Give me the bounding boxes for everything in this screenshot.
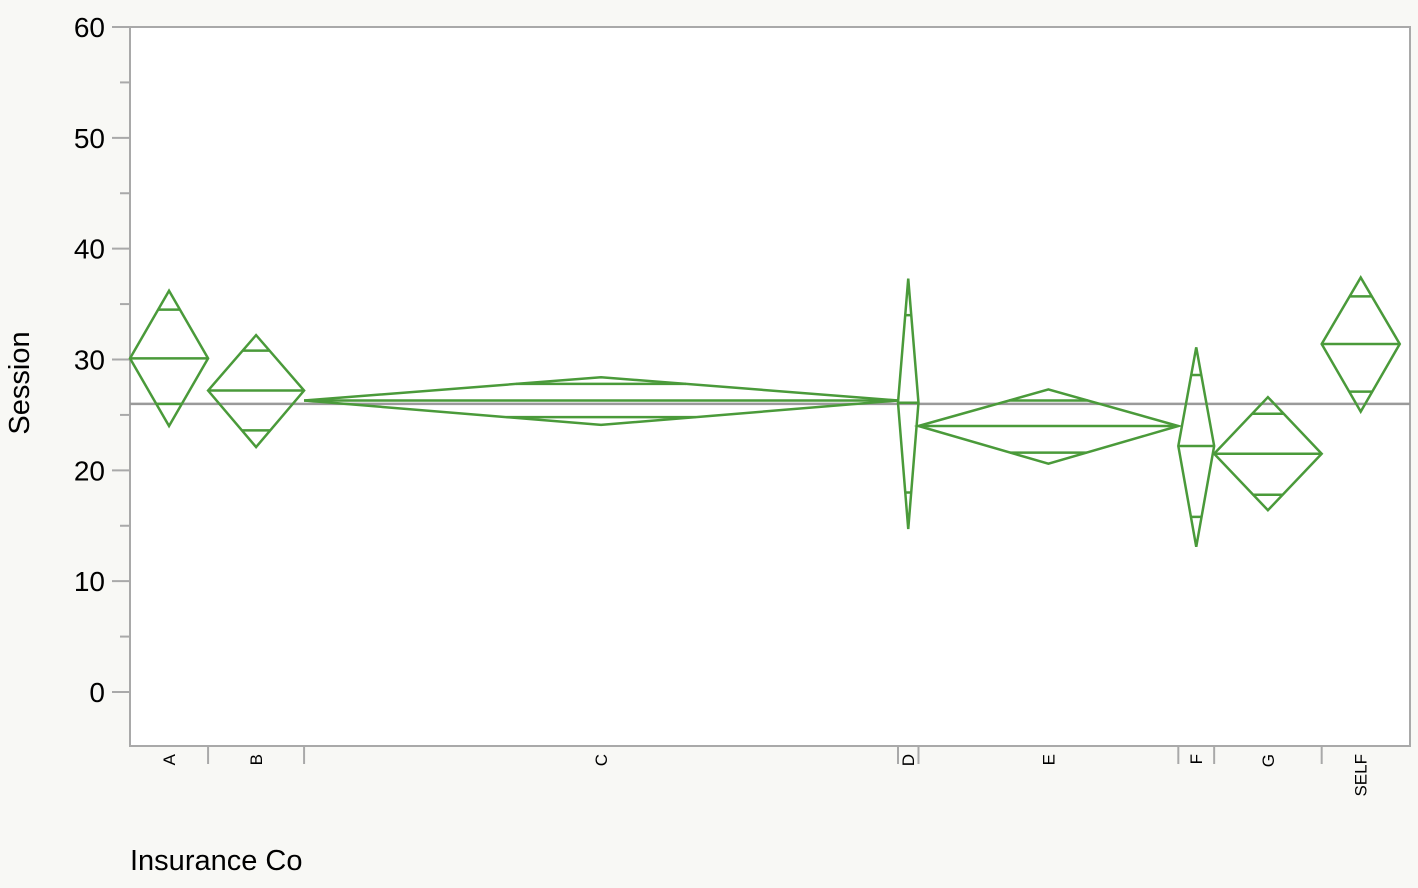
- x-tick-label-e: E: [1039, 754, 1058, 765]
- diamond-g: [1212, 395, 1324, 513]
- x-tick-label-g: G: [1259, 754, 1278, 767]
- y-tick-label: 30: [74, 345, 105, 376]
- y-tick-label: 50: [74, 123, 105, 154]
- diamond-b: [206, 333, 306, 449]
- x-tick-label-b: B: [247, 754, 266, 765]
- x-axis-title: Insurance Co: [130, 845, 303, 877]
- diamond-d: [896, 278, 920, 530]
- y-tick-label: 60: [74, 12, 105, 43]
- y-tick-label: 0: [89, 677, 105, 708]
- x-tick-label-f: F: [1187, 754, 1206, 764]
- diamond-f: [1177, 347, 1216, 548]
- y-tick-label: 10: [74, 566, 105, 597]
- y-axis: 0 10 20 30 40 50 60: [74, 12, 130, 708]
- x-tick-label-d: D: [899, 754, 918, 766]
- diamond-a: [128, 288, 210, 429]
- diamond-e: [913, 388, 1183, 465]
- y-axis-title: Session: [4, 331, 36, 434]
- x-tick-label-self: SELF: [1352, 754, 1371, 797]
- y-tick-label: 40: [74, 234, 105, 265]
- x-tick-label-c: C: [592, 754, 611, 766]
- x-tick-label-a: A: [160, 753, 179, 765]
- y-tick-label: 20: [74, 455, 105, 486]
- plot-area: [129, 26, 1411, 747]
- diamonds-layer: [128, 275, 1402, 548]
- diamond-self: [1320, 275, 1402, 415]
- x-axis: A B C D E F G SELF: [160, 746, 1371, 797]
